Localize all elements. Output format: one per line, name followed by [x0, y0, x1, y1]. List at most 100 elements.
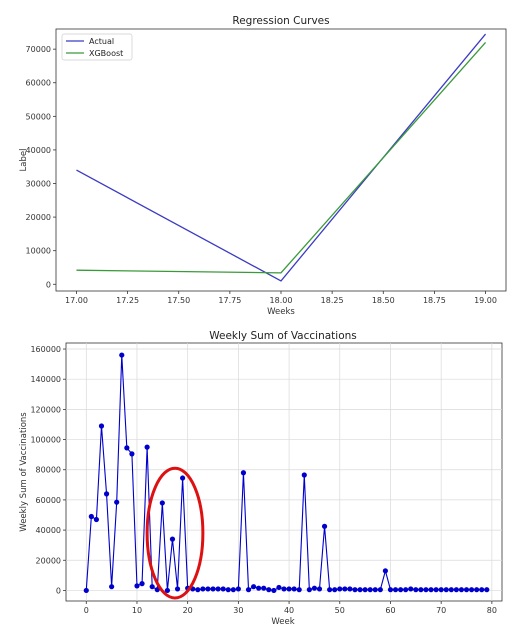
data-point	[453, 587, 459, 593]
data-point	[463, 587, 470, 593]
data-point	[484, 587, 490, 593]
y-tick-label: 140000	[30, 375, 61, 384]
data-point	[281, 586, 287, 592]
x-tick-label: 17.00	[65, 296, 88, 305]
data-point	[352, 587, 358, 593]
data-point	[443, 587, 449, 593]
data-point	[387, 587, 394, 593]
data-point	[362, 587, 368, 593]
data-point	[119, 352, 125, 358]
data-point	[367, 587, 373, 593]
x-tick-label: 18.25	[321, 296, 344, 305]
data-point	[83, 587, 89, 594]
y-tick-label: 40000	[36, 526, 61, 535]
data-point	[144, 444, 150, 450]
x-tick-label: 19.00	[474, 296, 497, 305]
data-point	[291, 586, 297, 592]
data-point	[296, 587, 302, 593]
series-line-actual	[76, 33, 487, 282]
data-point	[210, 586, 216, 592]
vaccination-chart: Weekly Sum of Vaccinations 0 10 20 30 40 50 60…	[19, 330, 503, 627]
data-point	[377, 587, 383, 593]
x-tick-label: 30	[233, 606, 243, 615]
data-point	[327, 587, 333, 593]
data-point	[103, 491, 110, 497]
y-tick-label: 60000	[36, 496, 61, 505]
y-tick-label: 80000	[36, 466, 61, 475]
data-point	[468, 587, 475, 593]
regression-chart-title: Regression Curves	[232, 15, 329, 27]
data-point	[250, 584, 257, 590]
regression-y-axis-label: Label	[19, 149, 29, 172]
x-tick-label: 0	[84, 606, 89, 615]
regression-chart: Regression Curves 17.00 17.25 17.50 17.75 18…	[19, 15, 507, 317]
data-point	[139, 581, 145, 587]
vaccination-x-axis-label: Week	[271, 617, 294, 627]
data-point	[332, 587, 338, 593]
data-point	[129, 451, 135, 457]
data-point	[174, 586, 181, 592]
data-point	[398, 587, 404, 593]
series-line-xgboost	[76, 42, 487, 274]
y-tick-label: 20000	[36, 556, 61, 565]
data-point	[261, 585, 267, 591]
y-tick-label: 0	[46, 280, 51, 289]
data-point	[392, 587, 399, 593]
y-tick-label: 100000	[30, 436, 61, 445]
vaccination-chart-title: Weekly Sum of Vaccinations	[209, 330, 357, 342]
data-point	[382, 568, 388, 574]
data-point	[271, 587, 277, 594]
data-point	[256, 585, 262, 591]
y-tick-label: 10000	[26, 247, 51, 256]
data-point	[418, 587, 424, 593]
highlight-ellipse	[145, 466, 205, 600]
data-point	[205, 586, 211, 592]
data-point	[215, 586, 221, 592]
data-point	[403, 587, 409, 593]
data-point	[98, 423, 105, 429]
data-point	[230, 587, 236, 593]
data-point	[225, 587, 231, 593]
data-point	[347, 586, 353, 592]
vaccination-grid	[66, 343, 502, 601]
data-point	[428, 587, 434, 593]
data-point	[200, 586, 206, 592]
x-tick-label: 18.00	[270, 296, 293, 305]
data-point	[408, 586, 414, 592]
data-point	[220, 586, 226, 592]
data-point	[474, 587, 480, 593]
data-point	[433, 587, 439, 593]
data-point	[180, 475, 186, 481]
data-point	[357, 587, 363, 593]
data-point	[195, 587, 201, 593]
data-point	[245, 587, 252, 593]
regression-plot-area	[55, 28, 507, 292]
regression-legend: Actual XGBoost	[61, 33, 133, 61]
data-point	[109, 584, 115, 590]
x-tick-label: 80	[487, 606, 497, 615]
data-point	[149, 584, 155, 590]
regression-x-axis-label: Weeks	[267, 307, 295, 317]
y-tick-label: 160000	[30, 345, 61, 354]
data-point	[448, 587, 454, 593]
data-point	[286, 586, 292, 592]
x-tick-label: 50	[335, 606, 345, 615]
data-point	[423, 587, 429, 593]
y-tick-label: 60000	[26, 79, 51, 88]
y-tick-label: 0	[56, 586, 61, 595]
y-tick-label: 120000	[30, 405, 61, 414]
data-point	[134, 583, 140, 589]
x-tick-label: 18.75	[423, 296, 446, 305]
data-point	[311, 585, 318, 591]
y-tick-label: 20000	[26, 213, 51, 222]
vaccination-annotation	[145, 466, 205, 600]
x-tick-label: 40	[284, 606, 294, 615]
y-tick-label: 30000	[26, 180, 51, 189]
x-tick-label: 17.75	[218, 296, 241, 305]
y-tick-label: 50000	[26, 112, 51, 121]
data-point	[342, 586, 348, 592]
x-tick-label: 17.50	[167, 296, 190, 305]
x-tick-label: 18.50	[372, 296, 395, 305]
